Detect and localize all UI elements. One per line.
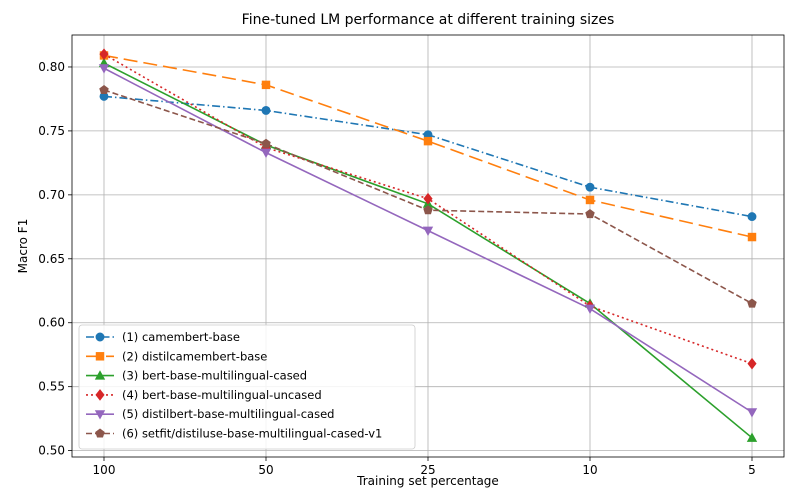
data-point-series-5 (746, 408, 758, 418)
series-line-2 (103, 54, 753, 238)
legend-label-1: (1) camembert-base (122, 330, 240, 344)
legend-label-6: (6) setfit/distiluse-base-multilingual-c… (122, 427, 382, 441)
x-tick-label: 50 (258, 463, 273, 477)
y-axis-label: Macro F1 (16, 219, 30, 274)
x-tick-label: 100 (93, 463, 116, 477)
x-tick-label: 10 (582, 463, 597, 477)
legend-label-5: (5) distilbert-base-multilingual-cased (122, 407, 334, 421)
y-tick-label: 0.60 (38, 316, 65, 330)
data-point-series-1 (261, 105, 271, 115)
x-tick-label: 5 (748, 463, 756, 477)
y-tick-label: 0.55 (38, 380, 65, 394)
legend-marker-2 (95, 352, 105, 361)
data-point-series-4 (423, 192, 433, 205)
legend: (1) camembert-base (2) distilcamembert-ba… (78, 324, 416, 450)
data-point-series-1 (747, 212, 757, 222)
x-tick-label: 25 (420, 463, 435, 477)
data-point-series-5 (422, 226, 434, 236)
legend-label-4: (4) bert-base-multilingual-uncased (122, 388, 322, 402)
legend-label-3: (3) bert-base-multilingual-cased (122, 369, 307, 383)
y-tick-label: 0.50 (38, 444, 65, 458)
y-axis-ticks: 0.50 0.55 0.60 0.65 0.70 0.75 0.80 (38, 60, 72, 458)
data-markers (98, 48, 758, 442)
x-axis-ticks: 100 50 25 10 5 (93, 457, 756, 477)
data-point-series-4 (99, 48, 109, 61)
data-point-series-5 (584, 304, 596, 314)
chart-title: Fine-tuned LM performance at different t… (242, 12, 615, 28)
legend-marker-6 (95, 428, 105, 438)
data-point-series-2 (261, 80, 271, 90)
legend-box (78, 324, 416, 450)
y-tick-label: 0.70 (38, 188, 65, 202)
data-point-series-6 (99, 84, 109, 95)
data-point-series-6 (585, 209, 595, 219)
data-point-series-6 (261, 138, 271, 148)
data-point-series-2 (423, 136, 433, 146)
y-tick-label: 0.75 (38, 124, 65, 138)
data-point-series-1 (585, 182, 595, 192)
legend-label-2: (2) distilcamembert-base (122, 349, 267, 363)
x-axis-label: Training set percentage (356, 474, 499, 488)
data-point-series-2 (585, 195, 595, 205)
legend-marker-3 (94, 370, 106, 380)
legend-marker-1 (95, 332, 105, 342)
y-tick-label: 0.80 (38, 60, 65, 74)
data-point-series-5 (98, 64, 110, 74)
data-point-series-4 (747, 357, 757, 370)
legend-marker-4 (95, 389, 105, 401)
data-point-series-3 (746, 432, 758, 442)
y-tick-label: 0.65 (38, 252, 65, 266)
data-point-series-6 (747, 298, 757, 308)
data-point-series-5 (260, 148, 272, 158)
legend-marker-5 (94, 410, 106, 420)
data-point-series-6 (423, 205, 433, 215)
data-point-series-2 (747, 232, 757, 242)
